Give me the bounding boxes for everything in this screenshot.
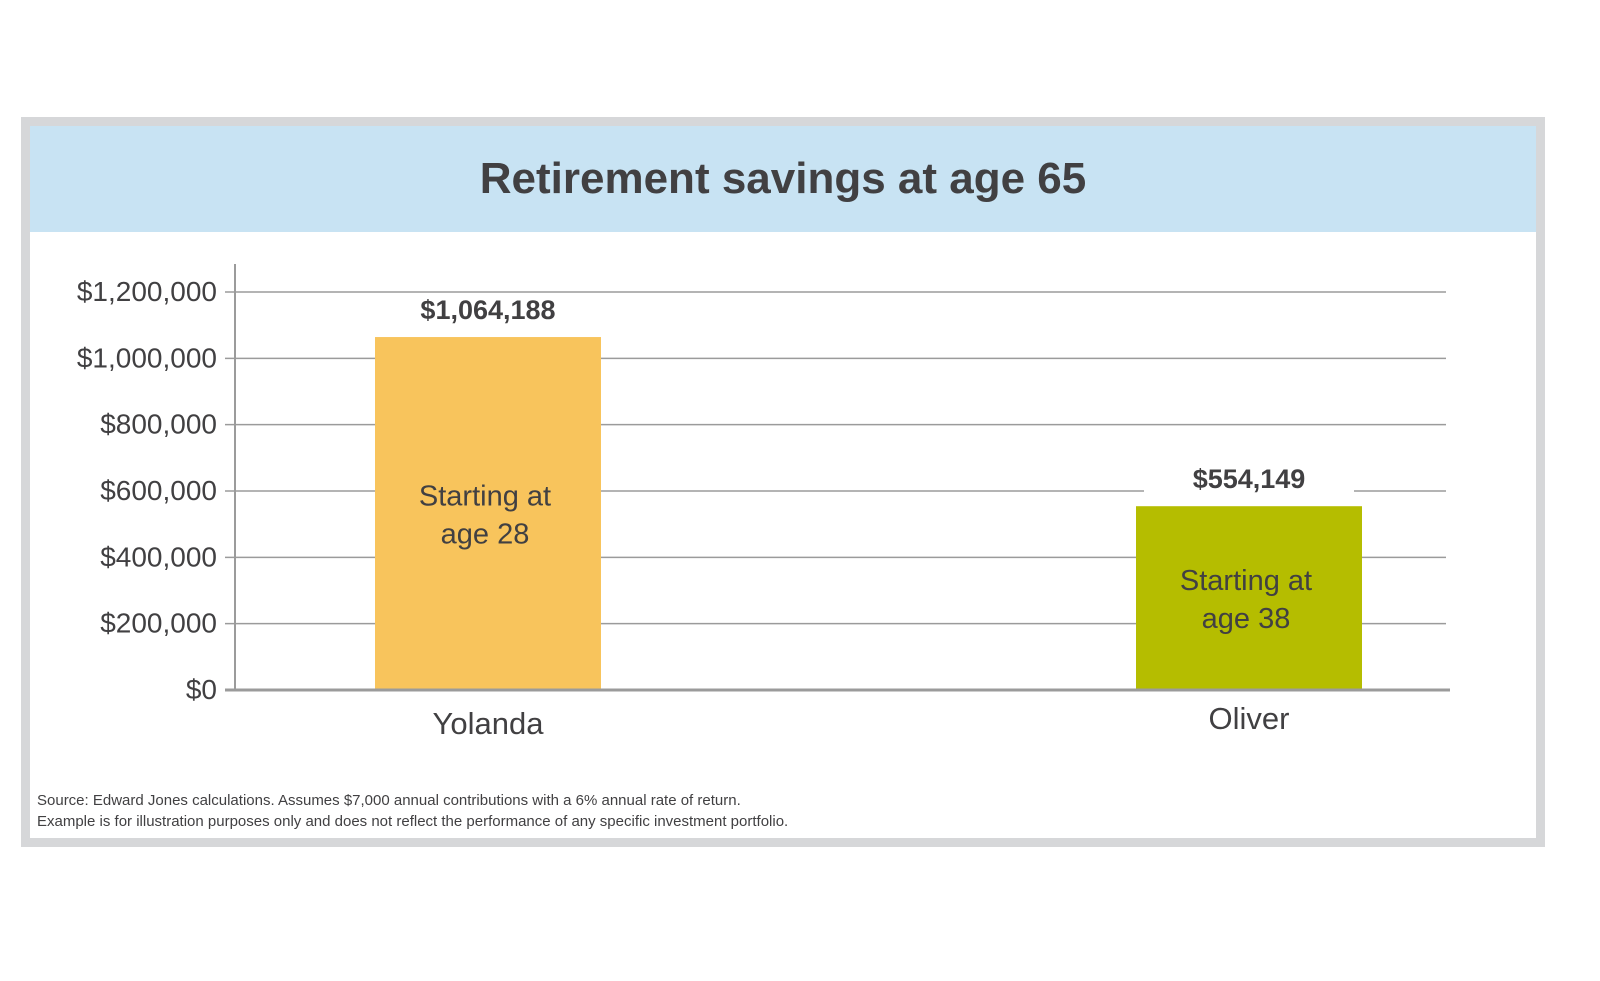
category-label: Yolanda — [433, 706, 545, 741]
chart-title: Retirement savings at age 65 — [479, 154, 1087, 203]
bar-oliver — [1136, 506, 1362, 690]
chart-panel: Retirement savings at age 65 $0 $200,000 $… — [30, 126, 1536, 838]
chart-frame: Retirement savings at age 65 $0 $200,000 $… — [21, 117, 1545, 847]
bar-inner-label: Starting at — [419, 481, 551, 513]
y-tick-label: $800,000 — [100, 409, 217, 440]
labels: $0 $200,000 $400,000 $600,000 $800,000 $1,000… — [77, 276, 1312, 741]
source-footnote: Source: Edward Jones calculations. Assum… — [37, 790, 788, 832]
y-tick-label: $1,200,000 — [77, 276, 217, 307]
title-banner: Retirement savings at age 65 — [30, 126, 1536, 232]
bar-chart: $0 $200,000 $400,000 $600,000 $800,000 $1,000… — [77, 264, 1450, 741]
bar-inner-label: age 28 — [441, 519, 530, 551]
y-tick-label: $1,000,000 — [77, 342, 217, 373]
bars — [375, 293, 1362, 690]
axes — [225, 264, 1450, 692]
value-label: $554,149 — [1193, 464, 1306, 494]
y-tick-label: $400,000 — [100, 541, 217, 572]
y-tick-label: $200,000 — [100, 608, 217, 639]
bar-inner-label: age 38 — [1202, 603, 1291, 635]
footnote-line-1: Source: Edward Jones calculations. Assum… — [37, 792, 741, 809]
value-label: $1,064,188 — [420, 295, 555, 325]
y-tick-label: $0 — [186, 674, 217, 705]
y-tick-label: $600,000 — [100, 475, 217, 506]
value-label-background — [383, 293, 593, 330]
footnote-line-2: Example is for illustration purposes onl… — [37, 813, 789, 830]
bar-yolanda — [375, 337, 601, 690]
value-label-background — [1144, 462, 1354, 499]
bar-inner-label: Starting at — [1180, 565, 1312, 597]
category-label: Oliver — [1209, 701, 1290, 736]
